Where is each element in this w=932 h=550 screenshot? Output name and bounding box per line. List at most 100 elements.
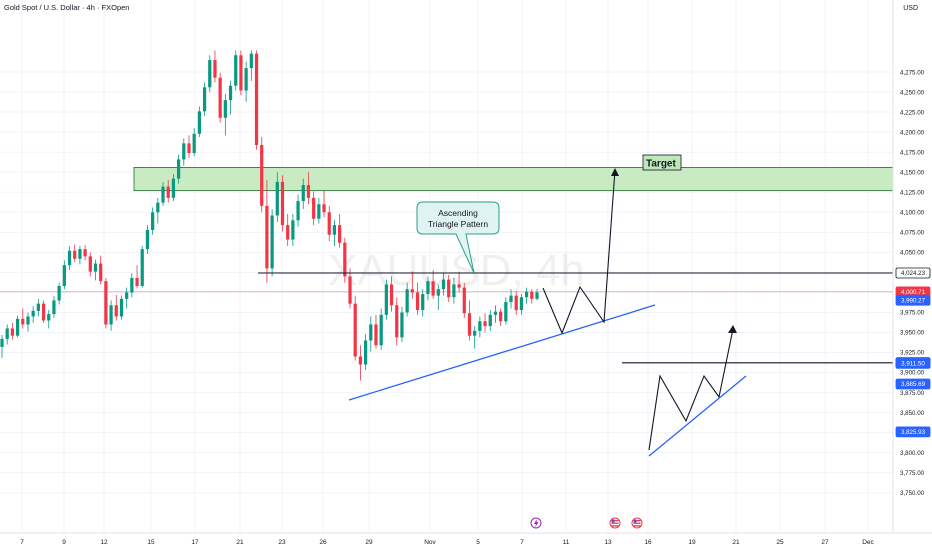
price-axis[interactable]: 4,275.00 4,250.00 4,225.00 4,200.00 4,175.00… (892, 0, 931, 533)
candle-body (135, 277, 139, 287)
candle-body (73, 250, 77, 259)
callout-bubble (416, 201, 500, 274)
candle-body (535, 292, 539, 299)
price-tick-label: 3,925.00 (900, 350, 925, 357)
callout-line-2: Triangle Pattern (428, 219, 488, 229)
candle-body (83, 249, 87, 257)
candle-body (161, 186, 165, 203)
date-tick-label: 7 (20, 539, 24, 546)
candle-body (530, 291, 534, 299)
candle-body (47, 314, 51, 321)
candle-body (244, 68, 248, 91)
date-tick-label: 7 (520, 539, 524, 546)
price-badge-label: 3,885.69 (901, 381, 926, 388)
price-badge (895, 378, 931, 390)
candle-body (239, 55, 243, 91)
price-tick-label: 3,900.00 (900, 370, 925, 377)
date-tick-label: 27 (821, 539, 829, 546)
candle-body (447, 279, 451, 298)
price-tick-label: 4,125.00 (900, 189, 925, 196)
price-tick-label: 3,775.00 (900, 470, 925, 477)
candle-body (208, 60, 212, 88)
price-badge (895, 294, 931, 306)
projection-path-b[interactable] (648, 328, 734, 451)
time-axis-ticks: 7 9 12 15 17 21 23 26 29 Nov 5 7 11 13 16 19 21 25 27 Dec (20, 539, 874, 546)
candle-body (187, 143, 191, 154)
date-tick-label: 15 (147, 539, 155, 546)
candle-body (171, 178, 176, 198)
candle-body (145, 229, 150, 250)
candle-body (306, 185, 311, 198)
price-tick-label: 4,075.00 (900, 230, 925, 237)
price-tick-label: 3,950.00 (900, 330, 925, 337)
candle-body (509, 295, 513, 303)
candle-body (10, 328, 14, 336)
price-badge (895, 357, 931, 369)
candle-body (473, 330, 477, 336)
time-axis[interactable]: 7 9 12 15 17 21 23 26 29 Nov 5 7 11 13 16 19 21 25 27 Dec (0, 532, 932, 546)
candle-body (275, 181, 279, 216)
candle-body (353, 303, 357, 357)
candle-body (26, 316, 30, 325)
price-tick-label: 4,250.00 (900, 89, 925, 96)
candle-body (317, 204, 321, 219)
date-tick-label: 21 (236, 539, 244, 546)
us-flag-icon[interactable] (631, 517, 643, 529)
candle-body (415, 292, 420, 311)
candle-body (156, 202, 160, 213)
candle-body (457, 284, 461, 288)
date-tick-label: Dec (862, 539, 874, 546)
candle-body (93, 263, 98, 272)
candle-body (301, 185, 305, 202)
candle-body (78, 249, 82, 259)
date-tick-label: 12 (100, 539, 108, 546)
date-tick-label: 11 (563, 539, 570, 546)
candle-body (410, 289, 414, 293)
candle-body (467, 313, 472, 336)
event-markers[interactable] (530, 517, 643, 529)
candle-body (176, 159, 181, 179)
us-flag-icon[interactable] (609, 517, 621, 529)
candle-body (369, 324, 373, 341)
price-badge-label: 4,000.71 (901, 289, 926, 296)
candle-body (483, 321, 487, 327)
candle-body (260, 144, 264, 206)
date-tick-label: Nov (424, 539, 436, 546)
projection-arrow-head-a (611, 168, 619, 176)
currency-label: USD (903, 5, 918, 12)
candle-body (379, 314, 383, 346)
candle-body (493, 311, 498, 315)
ascending-trendline-b[interactable] (648, 375, 747, 457)
target-zone[interactable] (133, 167, 894, 192)
price-tick-label: 4,275.00 (900, 69, 925, 76)
price-badge (895, 267, 931, 279)
candle-body (31, 310, 35, 317)
candle-body (249, 53, 253, 69)
target-label: Target (646, 159, 676, 170)
price-tick-label: 4,175.00 (900, 149, 925, 156)
price-badge-label: 3,990.27 (901, 297, 926, 304)
candle-body (202, 87, 207, 112)
price-tick-label: 3,750.00 (900, 490, 925, 497)
lightning-icon[interactable] (530, 517, 542, 529)
candle-body (514, 295, 518, 311)
candle-body (405, 289, 409, 313)
candle-body (395, 305, 399, 338)
candle-body (499, 311, 503, 322)
candle-body (280, 181, 285, 226)
candle-body (228, 85, 233, 101)
candle-body (99, 263, 103, 282)
candle-body (254, 53, 259, 145)
candle-body (151, 212, 155, 230)
candle-body (452, 284, 456, 298)
price-tick-label: 3,875.00 (900, 390, 925, 397)
price-badge (895, 426, 931, 438)
candle-body (488, 314, 492, 327)
candle-body (504, 302, 508, 322)
candle-body (291, 220, 295, 240)
candle-body (296, 201, 300, 221)
candle-body (5, 328, 9, 339)
annotation-callout[interactable]: Ascending Triangle Pattern (416, 201, 500, 274)
projection-path-a[interactable] (542, 169, 616, 335)
